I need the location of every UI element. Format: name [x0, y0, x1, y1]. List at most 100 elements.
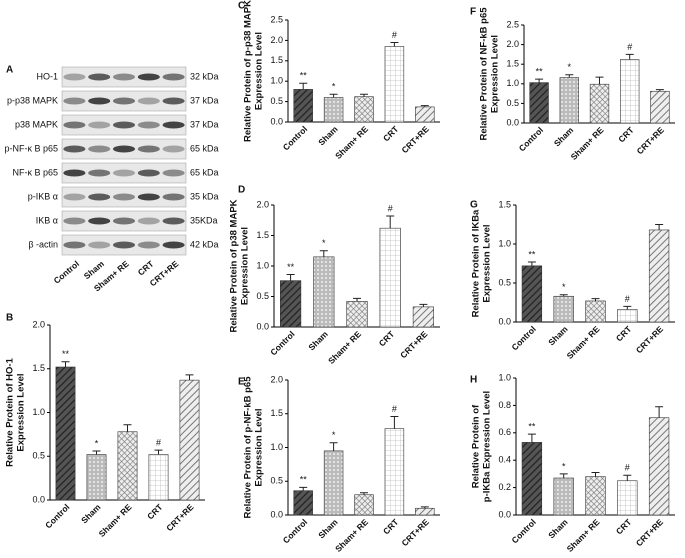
x-tick-label: CRT	[614, 323, 634, 343]
error-bar	[591, 472, 600, 477]
significance-mark: **	[528, 422, 536, 432]
x-tick-label: CRT	[377, 328, 397, 348]
significance-mark: **	[528, 249, 536, 259]
blot-band	[88, 193, 111, 201]
y-tick-label: 2.0	[506, 39, 519, 49]
blot-band	[113, 169, 135, 177]
bar	[553, 477, 574, 516]
significance-mark: *	[562, 461, 566, 471]
significance-mark: #	[388, 203, 393, 213]
x-tick-label: Sham+ RE	[97, 502, 134, 539]
blot-row-label: β -actin	[28, 239, 58, 249]
error-bar	[123, 424, 132, 432]
blot-band	[88, 97, 111, 105]
bar	[415, 507, 435, 516]
bar	[620, 59, 640, 124]
blot-lane-label: CRT	[136, 258, 156, 277]
blot-size-label: 35KDa	[190, 215, 218, 225]
significance-mark: #	[627, 42, 632, 52]
bar	[648, 229, 670, 323]
blot-band	[113, 73, 135, 81]
panel-label: F	[470, 7, 476, 18]
bar	[650, 90, 670, 124]
error-bar	[386, 215, 395, 229]
bar	[293, 490, 313, 516]
x-tick-label: Control	[281, 517, 309, 545]
blot-band	[113, 97, 135, 105]
blot-lane-label: Control	[52, 259, 82, 286]
significance-mark: #	[625, 463, 630, 473]
significance-mark: *	[568, 62, 572, 72]
bar	[585, 300, 606, 323]
y-tick-label: 0.6	[498, 427, 511, 437]
significance-mark: **	[300, 475, 308, 485]
blot-band	[162, 193, 185, 201]
y-axis-label: Relative Protein of IKBa	[471, 209, 482, 317]
panel-label: E	[238, 377, 245, 388]
significance-mark: **	[62, 349, 70, 359]
error-bar	[527, 433, 536, 443]
y-tick-label: 0.0	[506, 117, 519, 127]
x-tick-label: Sham+ RE	[333, 124, 370, 161]
error-bar	[559, 473, 568, 479]
x-tick-label: CRT+RE	[635, 125, 667, 157]
y-tick-label: 0.0	[498, 316, 511, 326]
x-tick-label: CRT+RE	[164, 502, 196, 534]
y-tick-label: 0.5	[32, 451, 45, 461]
blot-band	[113, 193, 135, 201]
y-tick-label: 1.5	[506, 59, 519, 69]
bar	[323, 97, 344, 123]
x-tick-label: Sham+ RE	[333, 517, 370, 554]
y-tick-label: 1.5	[32, 363, 45, 373]
x-tick-label: CRT	[381, 516, 401, 536]
error-bar	[329, 442, 338, 451]
bar	[384, 46, 405, 123]
error-bar	[420, 506, 429, 509]
y-tick-label: 1.0	[32, 407, 45, 417]
error-bar	[319, 250, 328, 257]
bar	[617, 309, 638, 323]
x-tick-label: CRT+RE	[400, 124, 432, 156]
y-axis-label: Expression Level	[490, 35, 501, 113]
blot-band	[137, 169, 160, 177]
y-axis-label: Expression Level	[16, 373, 27, 451]
x-tick-label: Sham	[316, 517, 340, 541]
y-tick-label: 0.8	[498, 400, 511, 410]
y-tick-label: 0.2	[498, 482, 511, 492]
error-bar	[154, 449, 163, 455]
significance-mark: *	[95, 438, 99, 448]
y-tick-label: 0.5	[498, 277, 511, 287]
blot-band	[162, 73, 185, 81]
bar	[313, 256, 335, 328]
blot-size-label: 37 kDa	[190, 119, 219, 129]
y-tick-label: 1.0	[270, 76, 283, 86]
significance-mark: *	[332, 82, 336, 92]
blot-band	[88, 145, 111, 153]
blot-band	[63, 73, 86, 81]
blot-band	[137, 241, 160, 249]
bar	[379, 227, 401, 328]
bar	[617, 480, 638, 516]
y-tick-label: 1.0	[506, 78, 519, 88]
y-tick-label: 2.0	[270, 35, 283, 45]
bar	[521, 442, 543, 516]
x-tick-label: Control	[509, 517, 537, 545]
blot-band	[137, 121, 160, 129]
blot-band	[162, 217, 185, 225]
significance-mark: *	[322, 238, 326, 248]
y-tick-label: 1.0	[270, 442, 283, 452]
x-tick-label: Sham+ RE	[565, 324, 602, 361]
significance-mark: #	[625, 294, 630, 304]
blot-row-label: p38 MAPK	[15, 119, 58, 129]
error-bar	[299, 82, 308, 90]
bar	[55, 366, 76, 501]
blot-band	[63, 97, 86, 105]
bar	[384, 428, 405, 516]
blot-band	[63, 121, 86, 129]
blot-band	[88, 73, 111, 81]
bar	[280, 280, 302, 328]
y-tick-label: 0.5	[270, 96, 283, 106]
error-bar	[559, 294, 568, 297]
x-tick-label: Control	[281, 124, 309, 152]
